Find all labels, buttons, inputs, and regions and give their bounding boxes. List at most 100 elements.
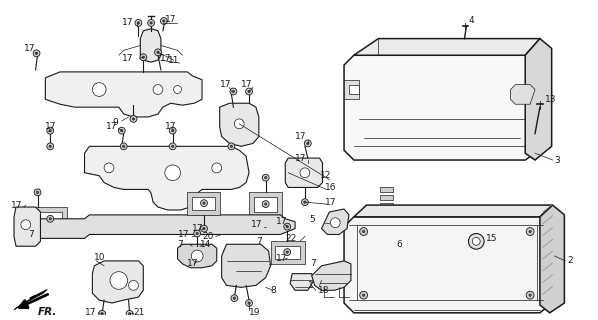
Circle shape (169, 143, 176, 150)
Circle shape (101, 313, 103, 315)
Circle shape (230, 145, 233, 148)
Text: 17: 17 (165, 14, 176, 23)
Polygon shape (45, 72, 202, 117)
Text: 17: 17 (276, 254, 287, 263)
Polygon shape (271, 241, 305, 264)
Circle shape (34, 189, 41, 196)
Text: 17: 17 (276, 217, 287, 226)
Circle shape (304, 140, 311, 147)
Circle shape (264, 203, 267, 205)
Circle shape (246, 300, 252, 307)
Polygon shape (380, 219, 393, 224)
Polygon shape (380, 188, 393, 192)
Text: 17: 17 (122, 19, 133, 28)
Circle shape (200, 200, 208, 206)
Text: 8: 8 (271, 286, 276, 295)
Circle shape (49, 145, 51, 148)
Polygon shape (511, 84, 535, 104)
Polygon shape (322, 209, 349, 235)
Text: 4: 4 (468, 16, 474, 26)
Text: 9: 9 (112, 118, 118, 127)
Polygon shape (276, 246, 300, 259)
Polygon shape (249, 192, 282, 217)
Polygon shape (222, 244, 271, 287)
Circle shape (148, 20, 154, 26)
Text: 10: 10 (94, 253, 106, 262)
Polygon shape (254, 197, 277, 212)
Polygon shape (35, 215, 295, 238)
Circle shape (172, 130, 174, 132)
Text: 11: 11 (168, 56, 179, 65)
Circle shape (49, 218, 51, 220)
Polygon shape (354, 39, 540, 55)
Circle shape (172, 145, 174, 148)
Circle shape (301, 199, 309, 205)
Circle shape (123, 145, 125, 148)
Circle shape (47, 143, 54, 150)
Circle shape (360, 291, 368, 299)
Circle shape (47, 215, 54, 222)
Polygon shape (285, 158, 322, 188)
Text: 17: 17 (192, 224, 204, 233)
Circle shape (286, 226, 288, 228)
Circle shape (246, 88, 252, 95)
Circle shape (126, 310, 133, 317)
Circle shape (248, 90, 250, 93)
Circle shape (284, 249, 291, 256)
Circle shape (110, 272, 127, 289)
Circle shape (49, 130, 51, 132)
Text: 17: 17 (187, 259, 199, 268)
Text: 17: 17 (325, 198, 336, 207)
Circle shape (153, 84, 163, 94)
Polygon shape (192, 197, 215, 210)
Polygon shape (187, 192, 219, 215)
Circle shape (263, 174, 269, 181)
Text: 17: 17 (84, 308, 96, 317)
Text: 2: 2 (568, 256, 573, 265)
Circle shape (36, 191, 39, 194)
Polygon shape (33, 207, 67, 232)
Circle shape (529, 230, 531, 233)
Circle shape (157, 51, 159, 53)
Circle shape (21, 220, 30, 229)
Polygon shape (219, 103, 259, 146)
Circle shape (129, 281, 138, 290)
Circle shape (196, 232, 199, 235)
Circle shape (194, 230, 200, 237)
Polygon shape (380, 195, 393, 200)
Circle shape (165, 165, 181, 180)
Polygon shape (380, 203, 393, 208)
Text: FR.: FR. (38, 307, 57, 317)
Circle shape (120, 143, 127, 150)
Text: 17: 17 (241, 80, 253, 89)
Text: 22: 22 (285, 234, 297, 243)
Text: 7: 7 (256, 237, 262, 246)
Text: 18: 18 (318, 286, 329, 295)
Circle shape (99, 310, 106, 317)
Text: 7: 7 (310, 259, 316, 268)
Text: 17: 17 (160, 54, 172, 63)
Text: 17: 17 (11, 201, 23, 210)
Text: 17: 17 (122, 54, 133, 63)
Circle shape (191, 250, 203, 262)
Polygon shape (14, 289, 47, 310)
Polygon shape (38, 212, 62, 227)
Circle shape (200, 225, 208, 232)
Polygon shape (380, 227, 393, 232)
Circle shape (286, 251, 288, 253)
Polygon shape (344, 217, 550, 313)
Text: 17: 17 (178, 230, 189, 239)
Text: 19: 19 (249, 308, 261, 317)
Circle shape (169, 127, 176, 134)
Text: 7: 7 (28, 230, 33, 239)
Polygon shape (84, 146, 249, 210)
Circle shape (362, 230, 365, 233)
Polygon shape (540, 205, 565, 313)
Circle shape (160, 18, 167, 24)
Polygon shape (178, 244, 216, 268)
Circle shape (35, 52, 38, 54)
Circle shape (47, 127, 54, 134)
Text: 17: 17 (106, 122, 118, 131)
Polygon shape (349, 84, 359, 94)
Text: 16: 16 (325, 183, 336, 192)
